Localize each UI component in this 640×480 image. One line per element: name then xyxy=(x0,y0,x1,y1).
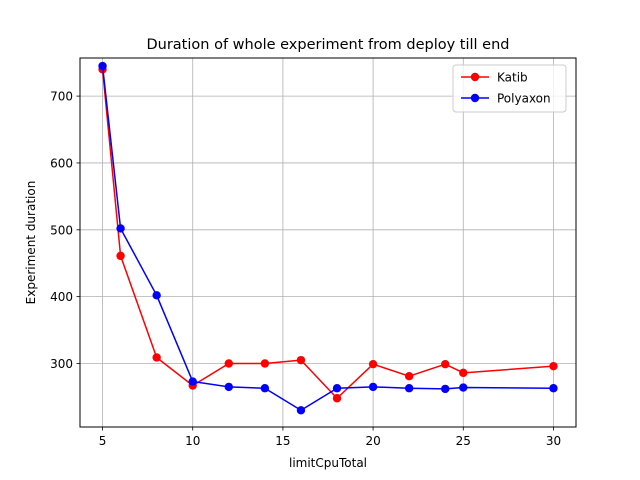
legend-swatch-marker-katib xyxy=(470,72,480,82)
data-point-katib xyxy=(260,359,270,368)
legend-label-katib: Katib xyxy=(497,71,528,85)
y-axis-label: Experiment duration xyxy=(24,181,38,305)
x-axis-label: limitCpuTotal xyxy=(289,456,367,470)
data-point-polyaxon xyxy=(441,384,450,394)
ticks: 5 10 15 20 25 30 300 400 500 600 700 xyxy=(50,90,561,448)
y-tick-label: 700 xyxy=(50,90,73,104)
data-point-katib xyxy=(404,371,414,381)
y-tick-label: 600 xyxy=(50,156,73,170)
y-tick-label: 400 xyxy=(50,290,73,304)
plot-frame xyxy=(79,57,577,428)
y-tick-label: 300 xyxy=(50,357,73,371)
data-point-polyaxon xyxy=(549,384,558,393)
x-tick-label: 10 xyxy=(185,434,200,448)
data-point-katib xyxy=(116,251,125,261)
data-point-katib xyxy=(296,355,306,365)
x-tick-label: 20 xyxy=(365,434,380,448)
data-point-polyaxon xyxy=(224,382,233,392)
x-tick-label: 25 xyxy=(456,434,471,448)
data-point-katib xyxy=(152,353,161,362)
data-point-katib xyxy=(441,359,450,369)
x-tick-label: 5 xyxy=(99,434,107,448)
data-point-katib xyxy=(224,359,233,368)
legend-swatch-marker-polyaxon xyxy=(470,93,480,103)
data-point-katib xyxy=(549,361,558,371)
y-tick-label: 500 xyxy=(50,223,73,237)
x-tick-label: 30 xyxy=(546,434,561,448)
x-tick-label: 15 xyxy=(275,434,290,448)
data-point-polyaxon xyxy=(188,377,197,386)
data-point-katib xyxy=(332,394,342,403)
data-point-polyaxon xyxy=(368,382,378,392)
data-point-polyaxon xyxy=(404,384,414,393)
data-point-polyaxon xyxy=(332,384,342,393)
legend-label-polyaxon: Polyaxon xyxy=(497,92,551,106)
series-layer xyxy=(98,61,558,415)
series-polyaxon xyxy=(98,61,558,415)
chart-title: Duration of whole experiment from deploy… xyxy=(146,37,509,53)
data-point-katib xyxy=(368,359,378,369)
data-point-polyaxon xyxy=(98,61,107,71)
data-point-polyaxon xyxy=(260,384,270,393)
data-point-polyaxon xyxy=(459,383,468,392)
data-point-polyaxon xyxy=(152,291,161,300)
data-point-polyaxon xyxy=(296,406,306,415)
series-katib xyxy=(98,65,558,403)
data-point-polyaxon xyxy=(116,224,125,233)
legend: Katib Polyaxon xyxy=(452,64,567,113)
data-point-katib xyxy=(459,368,468,378)
